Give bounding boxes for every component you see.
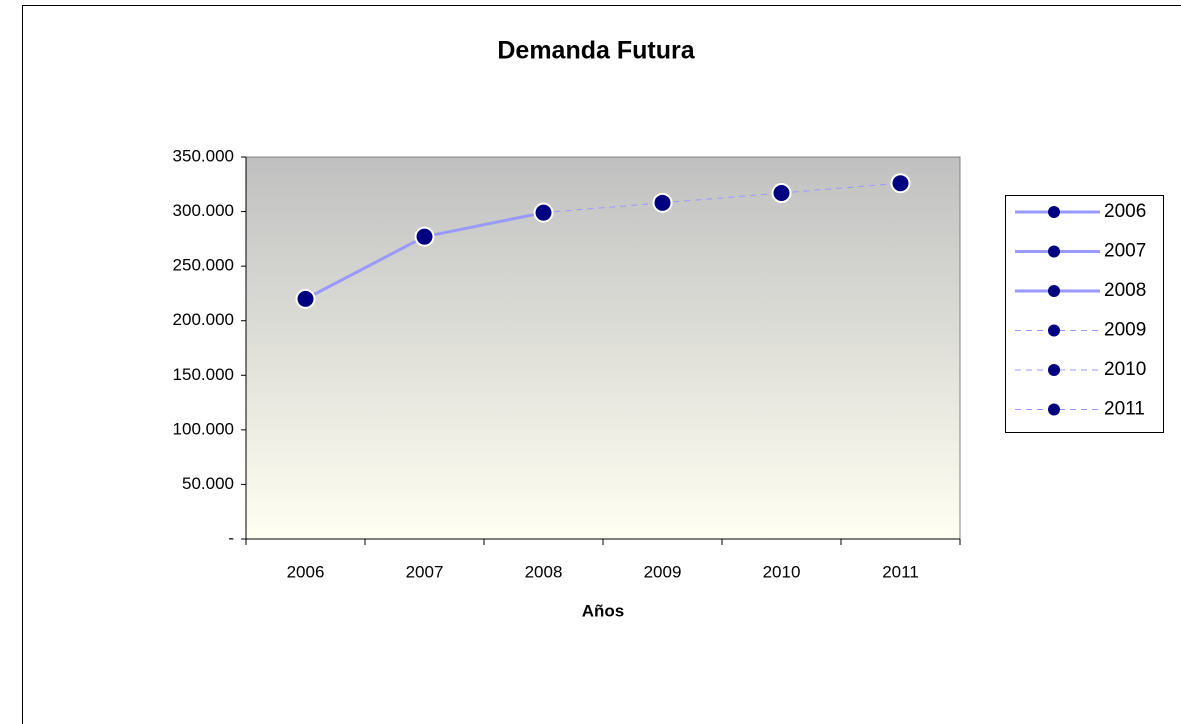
marker (652, 192, 673, 213)
legend (1005, 195, 1164, 433)
marker (890, 173, 911, 194)
legend-label: 2010 (1104, 359, 1146, 380)
marker (771, 183, 792, 204)
line-segment (304, 235, 426, 301)
legend-label: 2008 (1104, 280, 1146, 301)
legend-marker (1048, 245, 1060, 258)
x-axis-title: Años (582, 601, 625, 620)
y-tick-label: 100.000 (173, 419, 234, 438)
x-tick-label: 2008 (525, 562, 563, 581)
y-tick-label: - (228, 528, 234, 547)
line-segment (543, 202, 663, 214)
line-segment (424, 211, 544, 239)
x-tick-label: 2010 (763, 562, 801, 581)
marker (295, 288, 316, 309)
line-segment (781, 182, 901, 194)
y-tick-label: 150.000 (173, 365, 234, 384)
legend-label: 2011 (1104, 399, 1145, 420)
chart-title: Demanda Futura (497, 37, 695, 65)
legend-label: 2009 (1104, 320, 1146, 341)
marker (414, 226, 435, 247)
y-tick-label: 50.000 (182, 474, 234, 493)
y-tick-label: 300.000 (173, 201, 234, 220)
legend-marker (1048, 324, 1060, 337)
legend-label: 2006 (1104, 201, 1146, 222)
legend-label: 2007 (1104, 241, 1146, 262)
y-tick-label: 250.000 (173, 256, 234, 275)
marker (533, 202, 554, 223)
legend-marker (1048, 285, 1060, 297)
y-tick-label: 200.000 (173, 310, 234, 329)
line-segment (662, 192, 782, 204)
x-tick-label: 2009 (644, 562, 682, 581)
x-tick-label: 2006 (287, 562, 325, 581)
legend-marker (1048, 364, 1060, 376)
legend-marker (1048, 403, 1060, 416)
x-tick-label: 2007 (406, 562, 444, 581)
y-tick-label: 350.000 (173, 146, 234, 165)
plot-area (245, 156, 961, 540)
legend-marker (1048, 206, 1060, 218)
x-tick-label: 2011 (882, 562, 919, 581)
